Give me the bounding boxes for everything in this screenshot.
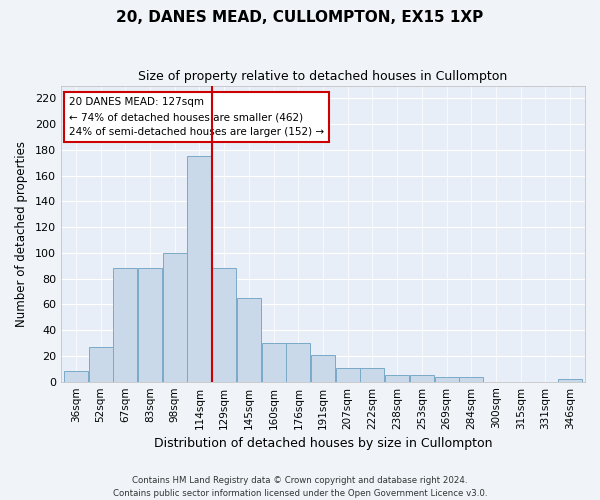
Bar <box>113 268 137 382</box>
Bar <box>138 268 162 382</box>
Bar <box>237 298 261 382</box>
Bar <box>64 372 88 382</box>
Bar <box>460 376 484 382</box>
Text: 20, DANES MEAD, CULLOMPTON, EX15 1XP: 20, DANES MEAD, CULLOMPTON, EX15 1XP <box>116 10 484 25</box>
Bar <box>187 156 211 382</box>
Bar <box>286 343 310 382</box>
X-axis label: Distribution of detached houses by size in Cullompton: Distribution of detached houses by size … <box>154 437 492 450</box>
Bar <box>361 368 385 382</box>
Y-axis label: Number of detached properties: Number of detached properties <box>15 140 28 326</box>
Bar <box>385 375 409 382</box>
Bar <box>212 268 236 382</box>
Bar <box>89 347 113 382</box>
Bar <box>434 376 458 382</box>
Bar <box>262 343 286 382</box>
Bar <box>410 375 434 382</box>
Bar <box>558 379 582 382</box>
Text: Contains HM Land Registry data © Crown copyright and database right 2024.
Contai: Contains HM Land Registry data © Crown c… <box>113 476 487 498</box>
Bar <box>311 354 335 382</box>
Bar <box>163 253 187 382</box>
Bar <box>336 368 360 382</box>
Text: 20 DANES MEAD: 127sqm
← 74% of detached houses are smaller (462)
24% of semi-det: 20 DANES MEAD: 127sqm ← 74% of detached … <box>69 98 324 137</box>
Title: Size of property relative to detached houses in Cullompton: Size of property relative to detached ho… <box>139 70 508 83</box>
